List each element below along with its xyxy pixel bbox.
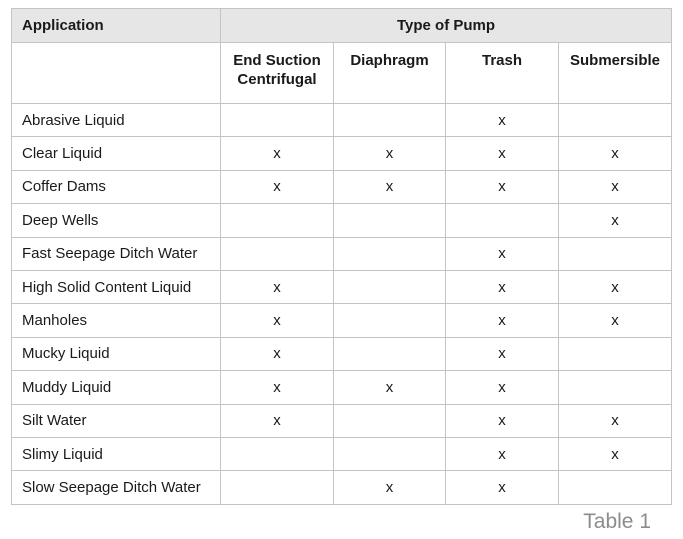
- pump-mark-cell: x: [220, 303, 334, 338]
- application-cell: High Solid Content Liquid: [11, 269, 221, 305]
- table-row: High Solid Content Liquid x x x: [11, 269, 672, 305]
- pump-types-spacer: [11, 42, 221, 104]
- pump-mark-cell: x: [558, 403, 672, 438]
- pump-mark-cell: x: [333, 470, 446, 505]
- pump-type-end-suction-centrifugal: End Suction Centrifugal: [220, 42, 334, 104]
- application-cell: Clear Liquid: [11, 136, 221, 171]
- pump-mark-cell: [333, 403, 446, 438]
- table-row: Deep Wells x: [11, 203, 672, 238]
- pump-mark-cell: [333, 303, 446, 338]
- pump-mark-cell: x: [333, 169, 446, 205]
- pump-type-diaphragm: Diaphragm: [333, 42, 446, 104]
- application-cell: Abrasive Liquid: [11, 102, 221, 138]
- pump-type-submersible: Submersible: [558, 42, 672, 104]
- table-row: Manholes x x x: [11, 303, 672, 338]
- table-row: Mucky Liquid x x: [11, 336, 672, 372]
- pump-mark-cell: x: [445, 336, 559, 372]
- pump-mark-cell: [220, 203, 334, 238]
- table-row: Silt Water x x x: [11, 403, 672, 438]
- table-row: Clear Liquid x x x x: [11, 136, 672, 171]
- pump-mark-cell: [333, 236, 446, 271]
- pump-mark-cell: x: [558, 269, 672, 305]
- pump-mark-cell: x: [220, 169, 334, 205]
- table-body: Abrasive Liquid x Clear Liquid x x x x Coffer D…: [11, 102, 672, 505]
- pump-mark-cell: x: [220, 370, 334, 405]
- header-row: Application Type of Pump: [11, 8, 672, 43]
- pump-mark-cell: [220, 102, 334, 138]
- pump-mark-cell: x: [558, 169, 672, 205]
- pump-mark-cell: x: [333, 370, 446, 405]
- pump-mark-cell: x: [445, 102, 559, 138]
- pump-mark-cell: x: [445, 303, 559, 338]
- application-cell: Coffer Dams: [11, 169, 221, 205]
- pump-mark-cell: x: [333, 136, 446, 171]
- pump-mark-cell: x: [558, 203, 672, 238]
- application-cell: Muddy Liquid: [11, 370, 221, 405]
- pump-mark-cell: x: [445, 236, 559, 271]
- pump-mark-cell: [333, 102, 446, 138]
- pump-mark-cell: x: [558, 136, 672, 171]
- pump-mark-cell: x: [445, 269, 559, 305]
- application-cell: Mucky Liquid: [11, 336, 221, 372]
- pump-mark-cell: x: [220, 336, 334, 372]
- application-cell: Manholes: [11, 303, 221, 338]
- table-row: Slimy Liquid x x: [11, 436, 672, 472]
- pump-types-row: End Suction Centrifugal Diaphragm Trash S…: [11, 42, 672, 104]
- table-row: Fast Seepage Ditch Water x: [11, 236, 672, 271]
- pump-mark-cell: x: [445, 136, 559, 171]
- application-cell: Fast Seepage Ditch Water: [11, 236, 221, 271]
- application-cell: Slimy Liquid: [11, 436, 221, 472]
- application-cell: Deep Wells: [11, 203, 221, 238]
- table-row: Muddy Liquid x x x: [11, 370, 672, 405]
- pump-mark-cell: x: [220, 403, 334, 438]
- pump-mark-cell: x: [445, 169, 559, 205]
- pump-mark-cell: [333, 269, 446, 305]
- pump-mark-cell: [558, 336, 672, 372]
- application-cell: Slow Seepage Ditch Water: [11, 470, 221, 505]
- pump-mark-cell: [558, 370, 672, 405]
- pump-mark-cell: x: [445, 470, 559, 505]
- pump-mark-cell: x: [558, 303, 672, 338]
- pump-mark-cell: [333, 203, 446, 238]
- pump-mark-cell: [333, 336, 446, 372]
- pump-mark-cell: x: [445, 436, 559, 472]
- pump-mark-cell: [333, 436, 446, 472]
- header-type-of-pump: Type of Pump: [220, 8, 672, 43]
- pump-mark-cell: x: [558, 436, 672, 472]
- pump-application-table: Application Type of Pump End Suction Cent…: [11, 8, 672, 505]
- pump-mark-cell: [558, 236, 672, 271]
- table-row: Slow Seepage Ditch Water x x: [11, 470, 672, 505]
- pump-mark-cell: [558, 470, 672, 505]
- pump-mark-cell: x: [445, 403, 559, 438]
- pump-mark-cell: x: [220, 269, 334, 305]
- pump-type-trash: Trash: [445, 42, 559, 104]
- application-cell: Silt Water: [11, 403, 221, 438]
- pump-mark-cell: x: [445, 370, 559, 405]
- table-caption: Table 1: [583, 510, 651, 533]
- pump-mark-cell: x: [220, 136, 334, 171]
- table-row: Coffer Dams x x x x: [11, 169, 672, 205]
- pump-mark-cell: [558, 102, 672, 138]
- pump-mark-cell: [445, 203, 559, 238]
- pump-mark-cell: [220, 236, 334, 271]
- pump-mark-cell: [220, 436, 334, 472]
- pump-mark-cell: [220, 470, 334, 505]
- header-application: Application: [11, 8, 221, 43]
- table-row: Abrasive Liquid x: [11, 102, 672, 138]
